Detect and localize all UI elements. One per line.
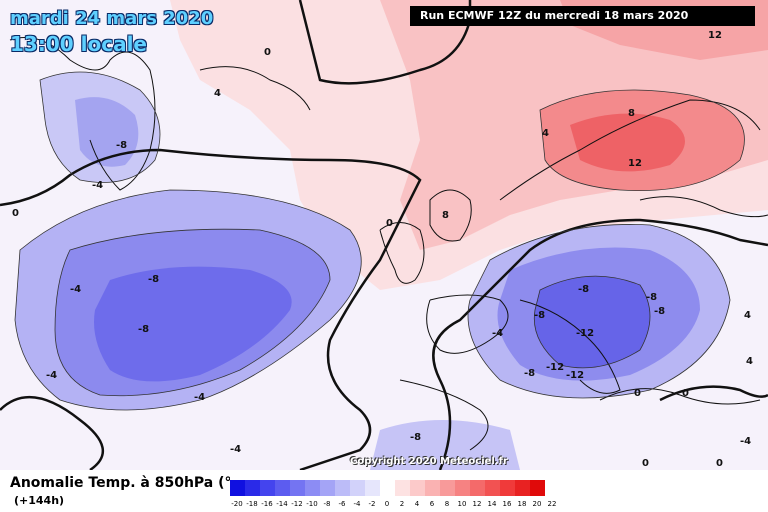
color-swatch bbox=[455, 480, 470, 496]
legend-subtitle: (+144h) bbox=[14, 494, 65, 507]
contour-label: 8 bbox=[442, 210, 449, 221]
color-swatch bbox=[425, 480, 440, 496]
scale-tick-label: 0 bbox=[384, 500, 390, 508]
color-swatch bbox=[485, 480, 500, 496]
contour-label: 4 bbox=[542, 128, 549, 139]
copyright: Copyright 2020 Meteociel.fr bbox=[350, 456, 508, 467]
color-swatch bbox=[410, 480, 425, 496]
contour-label: 12 bbox=[708, 30, 722, 41]
forecast-time: 13:00 locale bbox=[10, 32, 147, 56]
contour-label: -4 bbox=[194, 392, 205, 403]
scale-tick-label: 22 bbox=[547, 500, 557, 508]
coastlines bbox=[9, 37, 768, 451]
contour-label: -8 bbox=[148, 274, 159, 285]
scale-tick-label: -16 bbox=[261, 500, 273, 508]
scale-tick-label: 14 bbox=[487, 500, 497, 508]
scale-tick-label: -14 bbox=[276, 500, 288, 508]
scale-tick-label: 6 bbox=[429, 500, 435, 508]
contour-label: 4 bbox=[744, 310, 751, 321]
color-swatch bbox=[350, 480, 365, 496]
contour-label: 8 bbox=[628, 108, 635, 119]
scale-tick-label: -6 bbox=[338, 500, 346, 508]
scale-tick-label: -20 bbox=[231, 500, 243, 508]
contour-label: -8 bbox=[524, 368, 535, 379]
contour-label: -8 bbox=[646, 292, 657, 303]
color-swatch bbox=[500, 480, 515, 496]
color-swatch bbox=[440, 480, 455, 496]
contour-label: -4 bbox=[492, 328, 503, 339]
scale-tick-label: -10 bbox=[306, 500, 318, 508]
contour-label: -8 bbox=[138, 324, 149, 335]
contour-label: 0 bbox=[264, 47, 271, 58]
color-swatch bbox=[230, 480, 245, 496]
color-swatch bbox=[335, 480, 350, 496]
contour-label: -4 bbox=[230, 444, 241, 455]
map-canvas: 0 12 4 -8 -4 8 12 4 0 8 -8 -8 -4 -4 -4 -… bbox=[0, 0, 768, 470]
cold-anomaly-greenland-core bbox=[75, 97, 139, 167]
scale-tick-label: -2 bbox=[368, 500, 376, 508]
scale-tick-label: -18 bbox=[246, 500, 258, 508]
contour-label: 0 bbox=[386, 218, 393, 229]
cold-anomaly-south bbox=[370, 420, 520, 470]
color-swatch bbox=[290, 480, 305, 496]
contour-label: 0 bbox=[682, 388, 689, 399]
scale-tick-label: 8 bbox=[444, 500, 450, 508]
warm-anomaly-core bbox=[570, 113, 685, 172]
contour-label: -4 bbox=[70, 284, 81, 295]
scale-tick-label: 10 bbox=[457, 500, 467, 508]
color-swatch bbox=[395, 480, 410, 496]
contour-label: 0 bbox=[634, 388, 641, 399]
color-swatch bbox=[260, 480, 275, 496]
model-run-label: Run ECMWF 12Z du mercredi 18 mars 2020 bbox=[410, 6, 755, 26]
contour-labels: 0 12 4 -8 -4 8 12 4 0 8 -8 -8 -4 -4 -4 -… bbox=[12, 30, 753, 469]
contour-label: -12 bbox=[566, 370, 584, 381]
contour-label: -8 bbox=[578, 284, 589, 295]
contour-label: -8 bbox=[410, 432, 421, 443]
contour-label: -12 bbox=[576, 328, 594, 339]
color-swatch bbox=[305, 480, 320, 496]
scale-tick-label: 18 bbox=[517, 500, 527, 508]
color-swatch bbox=[470, 480, 485, 496]
contour-label: 0 bbox=[642, 458, 649, 469]
scale-tick-label: -12 bbox=[291, 500, 303, 508]
forecast-date: mardi 24 mars 2020 bbox=[10, 8, 214, 29]
color-swatch bbox=[515, 480, 530, 496]
color-scale bbox=[230, 480, 545, 496]
color-swatch bbox=[245, 480, 260, 496]
contour-label: -8 bbox=[116, 140, 127, 151]
color-swatch bbox=[320, 480, 335, 496]
contour-label: -8 bbox=[654, 306, 665, 317]
legend-bar: Anomalie Temp. à 850hPa (°C) (+144h) -20… bbox=[0, 470, 768, 512]
scale-tick-label: -4 bbox=[353, 500, 361, 508]
color-swatch bbox=[530, 480, 545, 496]
contour-label: -4 bbox=[740, 436, 751, 447]
scale-tick-label: 4 bbox=[414, 500, 420, 508]
contour-label: -4 bbox=[92, 180, 103, 191]
color-swatch bbox=[380, 480, 395, 496]
color-scale-ticks: -20 -18 -16 -14 -12 -10 -8 -6 -4 -2 0 2 4 6 8 10 12 14 16 1… bbox=[230, 500, 575, 510]
contour-label: -12 bbox=[546, 362, 564, 373]
contour-label: 4 bbox=[214, 88, 221, 99]
contour-label: 0 bbox=[716, 458, 723, 469]
zero-contours bbox=[0, 0, 768, 470]
contour-label: -4 bbox=[46, 370, 57, 381]
scale-tick-label: 16 bbox=[502, 500, 512, 508]
temperature-anomaly-map: 0 12 4 -8 -4 8 12 4 0 8 -8 -8 -4 -4 -4 -… bbox=[0, 0, 768, 470]
scale-tick-label: -8 bbox=[323, 500, 331, 508]
color-swatch bbox=[365, 480, 380, 496]
scale-tick-label: 20 bbox=[532, 500, 542, 508]
scale-tick-label: 2 bbox=[399, 500, 405, 508]
scale-tick-label: 12 bbox=[472, 500, 482, 508]
color-swatch bbox=[275, 480, 290, 496]
minor-contours bbox=[14, 71, 745, 411]
cold-anomaly-atlantic-core bbox=[94, 266, 292, 382]
legend-title: Anomalie Temp. à 850hPa (°C) bbox=[10, 475, 230, 491]
contour-label: 4 bbox=[746, 356, 753, 367]
cold-anomaly-europe-core bbox=[534, 276, 650, 368]
contour-label: 0 bbox=[12, 208, 19, 219]
contour-label: 12 bbox=[628, 158, 642, 169]
contour-label: -8 bbox=[534, 310, 545, 321]
